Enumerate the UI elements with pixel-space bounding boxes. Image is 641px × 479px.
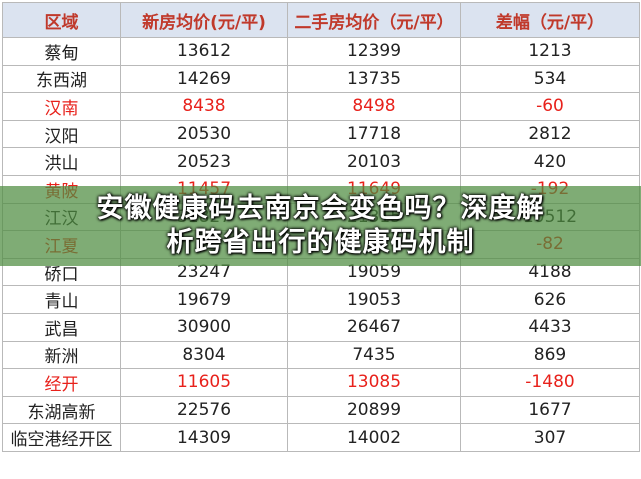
table-row: 武昌 30900 26467 4433 [2,312,640,342]
table-row: 汉南 8438 8498 -60 [2,92,640,121]
table-row: 新洲 8304 7435 869 [2,340,640,370]
price-difference-cell: 869 [460,340,640,370]
new-home-price-cell: 14309 [120,423,288,452]
new-home-price-cell: 11605 [120,368,288,397]
price-difference-cell: 1213 [460,37,640,66]
new-home-price-cell: 30900 [120,312,288,342]
resale-price-cell: 17718 [287,119,461,149]
table-header: 区域 新房均价(元/平) 二手房均价（元/平） 差幅（元/平） [2,2,640,38]
new-home-price-cell: 20523 [120,147,288,176]
price-difference-cell: -1480 [460,368,640,397]
district-cell: 青山 [2,285,121,314]
table-row: 青山 19679 19053 626 [2,285,640,314]
district-cell: 汉南 [2,92,121,121]
resale-price-cell: 20103 [287,147,461,176]
price-difference-cell: 307 [460,423,640,452]
resale-price-cell: 12399 [287,37,461,66]
banner-title-line-2: 析跨省出行的健康码机制 [166,227,475,258]
resale-price-cell: 8498 [287,92,461,121]
new-home-price-cell: 19679 [120,285,288,314]
district-cell: 洪山 [2,147,121,176]
district-cell: 蔡甸 [2,37,121,66]
district-cell: 经开 [2,368,121,397]
district-cell: 东西湖 [2,64,121,94]
price-difference-cell: -60 [460,92,640,121]
table-row: 东西湖 14269 13735 534 [2,64,640,94]
district-cell: 东湖高新 [2,395,121,425]
header-row: 区域 新房均价(元/平) 二手房均价（元/平） 差幅（元/平） [2,2,640,38]
price-difference-cell: 4433 [460,312,640,342]
resale-price-cell: 13735 [287,64,461,94]
price-difference-cell: 534 [460,64,640,94]
price-difference-cell: 420 [460,147,640,176]
table-row: 汉阳 20530 17718 2812 [2,119,640,149]
new-home-price-cell: 14269 [120,64,288,94]
resale-price-cell: 19053 [287,285,461,314]
table-row: 洪山 20523 20103 420 [2,147,640,176]
new-home-price-cell: 20530 [120,119,288,149]
title-banner: 安徽健康码去南京会变色吗？深度解 析跨省出行的健康码机制 [0,186,641,266]
new-home-price-cell: 8304 [120,340,288,370]
district-cell: 汉阳 [2,119,121,149]
resale-price-cell: 13085 [287,368,461,397]
table-row: 东湖高新 22576 20899 1677 [2,395,640,425]
table-row: 临空港经开区 14309 14002 307 [2,423,640,452]
header-resale-price: 二手房均价（元/平） [287,2,461,38]
district-cell: 新洲 [2,340,121,370]
table-row: 蔡甸 13612 12399 1213 [2,37,640,66]
resale-price-cell: 14002 [287,423,461,452]
district-cell: 临空港经开区 [2,423,121,452]
new-home-price-cell: 22576 [120,395,288,425]
price-difference-cell: 626 [460,285,640,314]
header-district: 区域 [2,2,121,38]
banner-title-line-1: 安徽健康码去南京会变色吗？深度解 [96,193,545,224]
price-difference-cell: 1677 [460,395,640,425]
new-home-price-cell: 8438 [120,92,288,121]
price-difference-cell: 2812 [460,119,640,149]
resale-price-cell: 7435 [287,340,461,370]
table-row: 经开 11605 13085 -1480 [2,368,640,397]
header-new-home-price: 新房均价(元/平) [120,2,288,38]
new-home-price-cell: 13612 [120,37,288,66]
header-price-difference: 差幅（元/平） [460,2,640,38]
resale-price-cell: 20899 [287,395,461,425]
resale-price-cell: 26467 [287,312,461,342]
district-cell: 武昌 [2,312,121,342]
